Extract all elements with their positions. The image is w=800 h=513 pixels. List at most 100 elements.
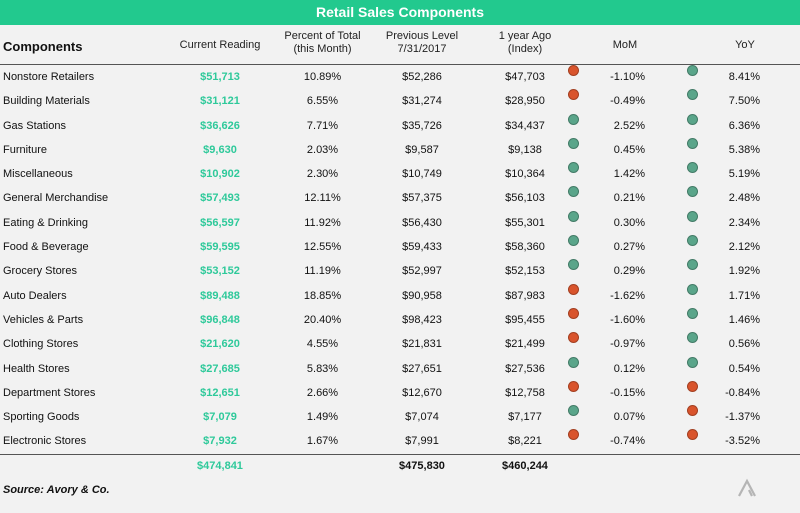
row-mom: 0.12% [613,362,645,375]
mom-status-dot [568,137,579,149]
yoy-status-dot [687,283,698,295]
row-year-ago: $47,703 [505,71,545,83]
yoy-status-dot [687,162,698,174]
row-yoy: -0.84% [725,386,760,399]
mom-status-dot [568,235,579,247]
row-year-ago: $10,364 [505,168,545,181]
row-mom: 0.27% [613,241,645,254]
header-current-reading: Current Reading [179,39,261,51]
total-current: $474,841 [197,460,243,472]
mom-status-dot [568,186,579,198]
table-row: Auto Dealers $89,488 18.85% $90,958 $87,983 -… [0,283,800,308]
row-name: Department Stores [3,386,96,399]
row-year-ago: $8,221 [508,435,542,448]
mom-status-dot [568,65,579,76]
row-yoy: 1.46% [728,313,760,326]
row-previous: $52,997 [402,265,442,278]
row-yoy: 2.48% [728,192,760,205]
row-mom: 0.29% [613,265,645,278]
row-previous: $90,958 [402,289,442,302]
yoy-status-dot [687,137,698,149]
mom-status-dot [568,162,579,174]
header-previous-level: Previous Level 7/31/2017 [372,30,472,56]
row-percent: 11.19% [304,265,341,278]
row-name: Nonstore Retailers [3,71,95,83]
table-body: Nonstore Retailers $51,713 10.89% $52,286 $4… [0,65,800,454]
table-row: Eating & Drinking $56,597 11.92% $56,430 $55… [0,210,800,235]
row-current: $96,848 [200,313,240,326]
row-year-ago: $34,437 [505,119,545,132]
row-mom: 0.07% [613,411,645,424]
yoy-status-dot [687,307,698,319]
row-year-ago: $7,177 [508,411,542,424]
row-previous: $98,423 [402,313,442,326]
row-mom: -1.10% [610,71,645,83]
row-yoy: 5.19% [728,168,760,181]
header-year-ago: 1 year Ago (Index) [475,30,575,56]
row-mom: 0.21% [613,192,645,205]
yoy-status-dot [687,259,698,271]
row-percent: 7.71% [306,119,339,132]
header-components: Components [3,39,83,54]
row-yoy: 5.38% [728,143,760,156]
header-previous-line2: 7/31/2017 [397,43,447,55]
row-current: $57,493 [200,192,240,205]
row-name: Health Stores [3,362,70,375]
row-year-ago: $95,455 [505,313,545,326]
row-mom: -0.15% [610,386,645,399]
yoy-status-dot [687,235,698,247]
yoy-status-dot [687,332,698,344]
mom-status-dot [568,89,579,101]
row-name: Building Materials [3,95,90,108]
row-mom: 0.30% [613,216,645,229]
row-previous: $7,991 [405,435,439,448]
row-current: $59,595 [200,241,240,254]
row-mom: -1.60% [610,313,645,326]
row-previous: $12,670 [402,386,442,399]
row-previous: $27,651 [402,362,442,375]
row-yoy: -3.52% [725,435,760,448]
row-previous: $52,286 [402,71,442,83]
header-divider [0,64,800,65]
row-current: $53,152 [200,265,240,278]
row-percent: 10.89% [303,71,342,83]
row-name: Food & Beverage [3,241,89,254]
row-percent: 5.83% [306,362,339,375]
table-row: Nonstore Retailers $51,713 10.89% $52,286 $4… [0,65,800,89]
table-row: General Merchandise $57,493 12.11% $57,375 $… [0,186,800,210]
row-current: $31,121 [200,95,240,108]
table-row: Clothing Stores $21,620 4.55% $21,831 $21,49… [0,332,800,356]
row-current: $12,651 [200,386,240,399]
row-yoy: 8.41% [728,71,760,83]
yoy-status-dot [687,113,698,125]
row-mom: 1.42% [613,168,645,181]
row-mom: -0.97% [610,338,645,351]
table-row: Sporting Goods $7,079 1.49% $7,074 $7,177 0.0… [0,405,800,429]
row-name: Miscellaneous [3,168,73,181]
row-current: $89,488 [200,289,240,302]
row-yoy: 1.71% [728,289,760,302]
yoy-status-dot [687,429,698,441]
mom-status-dot [568,380,579,392]
row-mom: 2.52% [613,119,645,132]
row-percent: 11.92% [304,216,341,229]
table-row: Electronic Stores $7,932 1.67% $7,991 $8,221… [0,429,800,453]
mom-status-dot [568,307,579,319]
row-percent: 2.03% [306,143,339,156]
row-name: Vehicles & Parts [3,313,84,326]
source-note: Source: Avory & Co. [3,484,110,496]
row-yoy: -1.37% [725,411,760,424]
row-percent: 2.66% [306,386,339,399]
row-year-ago: $56,103 [505,192,545,205]
row-name: Sporting Goods [3,411,80,424]
row-name: Grocery Stores [3,265,77,278]
row-percent: 2.30% [306,168,339,181]
yoy-status-dot [687,89,698,101]
row-mom: -0.74% [610,435,645,448]
mom-status-dot [568,210,579,222]
mom-status-dot [568,283,579,295]
row-previous: $10,749 [402,168,442,181]
row-year-ago: $87,983 [505,289,545,302]
total-previous: $475,830 [399,460,445,472]
header-percent-line1: Percent of Total [284,30,361,42]
